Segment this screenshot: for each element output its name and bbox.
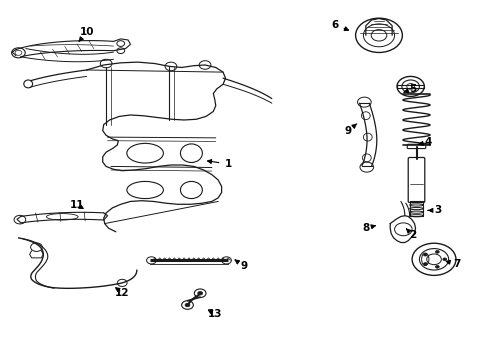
Text: 2: 2: [407, 229, 416, 240]
Text: 10: 10: [79, 27, 94, 42]
Text: 9: 9: [235, 260, 247, 271]
Text: 1: 1: [208, 159, 232, 169]
Circle shape: [198, 292, 202, 295]
Circle shape: [436, 251, 440, 253]
Circle shape: [423, 262, 427, 265]
Text: 4: 4: [418, 138, 431, 148]
Text: 7: 7: [446, 259, 461, 269]
Text: 9: 9: [345, 124, 357, 136]
Circle shape: [423, 253, 427, 256]
Text: 11: 11: [70, 200, 84, 210]
Text: 13: 13: [208, 309, 222, 319]
Text: 3: 3: [428, 205, 441, 215]
Circle shape: [15, 50, 22, 55]
Text: 5: 5: [404, 84, 416, 94]
Text: 12: 12: [115, 288, 129, 297]
Circle shape: [443, 258, 447, 261]
Text: 6: 6: [332, 19, 348, 31]
Circle shape: [185, 303, 190, 307]
Circle shape: [436, 265, 440, 268]
Text: 8: 8: [362, 223, 375, 233]
